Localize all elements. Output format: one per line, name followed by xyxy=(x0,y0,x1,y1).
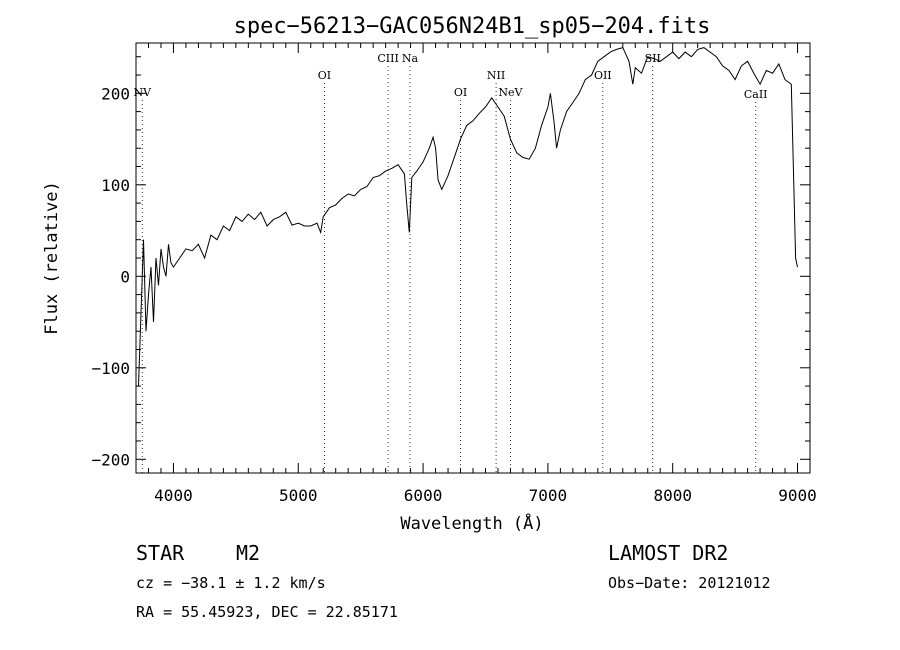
y-tick-label: 200 xyxy=(101,84,130,103)
x-axis-label: Wavelength (Å) xyxy=(400,512,543,534)
object-class: STAR xyxy=(136,541,185,565)
y-axis-label: Flux (relative) xyxy=(42,181,62,335)
line-marker-label: NII xyxy=(487,69,505,82)
line-marker-label: OII xyxy=(594,69,612,82)
x-tick-label: 9000 xyxy=(778,486,817,505)
y-tick-label: 0 xyxy=(120,267,130,286)
line-marker-label: Na xyxy=(402,52,419,65)
x-tick-label: 7000 xyxy=(529,486,568,505)
redshift-text: cz = −38.1 ± 1.2 km/s xyxy=(136,574,326,592)
line-marker-label: NeV xyxy=(498,86,523,99)
x-tick-label: 4000 xyxy=(154,486,193,505)
object-subclass: M2 xyxy=(236,541,261,565)
x-axis-ticks: 4000 5000 6000 7000 8000 9000 xyxy=(135,43,817,505)
y-tick-label: 100 xyxy=(101,176,130,195)
obs-date-text: Obs−Date: 20121012 xyxy=(608,574,771,592)
x-tick-label: 5000 xyxy=(279,486,318,505)
survey-name: LAMOST DR2 xyxy=(608,541,729,565)
line-marker-label: CaII xyxy=(744,88,768,101)
spectrum-line xyxy=(138,47,798,387)
line-marker-label: NV xyxy=(133,86,152,99)
line-marker-label: CIII xyxy=(377,52,398,65)
x-tick-label: 6000 xyxy=(404,486,443,505)
y-tick-label: −100 xyxy=(91,359,130,378)
line-marker-label: OI xyxy=(454,86,467,99)
y-tick-label: −200 xyxy=(91,450,130,469)
x-tick-label: 8000 xyxy=(653,486,692,505)
y-axis-ticks: −200 −100 0 100 200 xyxy=(91,56,810,469)
line-marker-label: OI xyxy=(318,69,331,82)
coordinates-text: RA = 55.45923, DEC = 22.85171 xyxy=(136,603,398,621)
plot-frame xyxy=(135,42,811,474)
chart-title: spec−56213−GAC056N24B1_sp05−204.fits xyxy=(234,14,711,39)
